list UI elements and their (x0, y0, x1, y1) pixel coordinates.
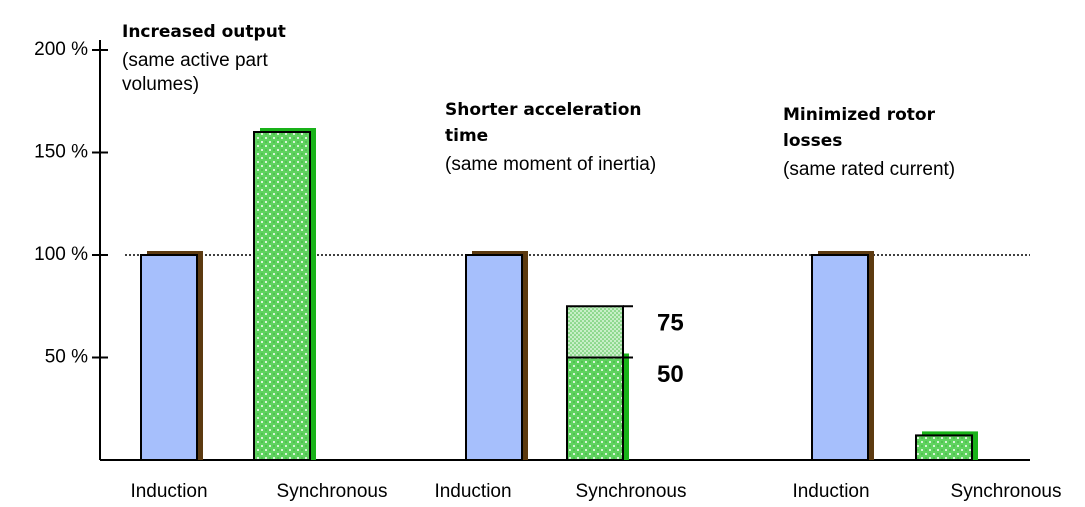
y-tick-label: 150 % (34, 142, 88, 163)
range-tick-label: 75 (657, 310, 684, 337)
bar (140, 254, 198, 461)
group-title: losses (783, 131, 842, 151)
range-tick-label: 50 (657, 361, 684, 388)
x-tick-label: Induction (130, 481, 207, 502)
bar (566, 356, 624, 461)
x-tick-label: Induction (792, 481, 869, 502)
bar (253, 131, 311, 461)
x-tick-label: Synchronous (277, 481, 388, 502)
bar (811, 254, 869, 461)
bar (465, 254, 523, 461)
group-subtitle: (same moment of inertia) (445, 154, 656, 175)
group-subtitle: volumes) (122, 74, 199, 95)
y-tick-label: 200 % (34, 39, 88, 60)
group-title: Minimized rotor (783, 105, 936, 125)
bar (566, 305, 624, 359)
bar (915, 434, 973, 461)
group-title: Shorter acceleration (445, 100, 641, 120)
x-tick-label: Induction (434, 481, 511, 502)
y-tick-label: 100 % (34, 244, 88, 265)
y-tick-label: 50 % (45, 347, 88, 368)
group-title: Increased output (122, 22, 286, 42)
x-tick-label: Synchronous (951, 481, 1062, 502)
group-subtitle: (same rated current) (783, 159, 955, 180)
x-tick-label: Synchronous (576, 481, 687, 502)
group-title: time (445, 126, 488, 146)
group-subtitle: (same active part (122, 50, 268, 71)
